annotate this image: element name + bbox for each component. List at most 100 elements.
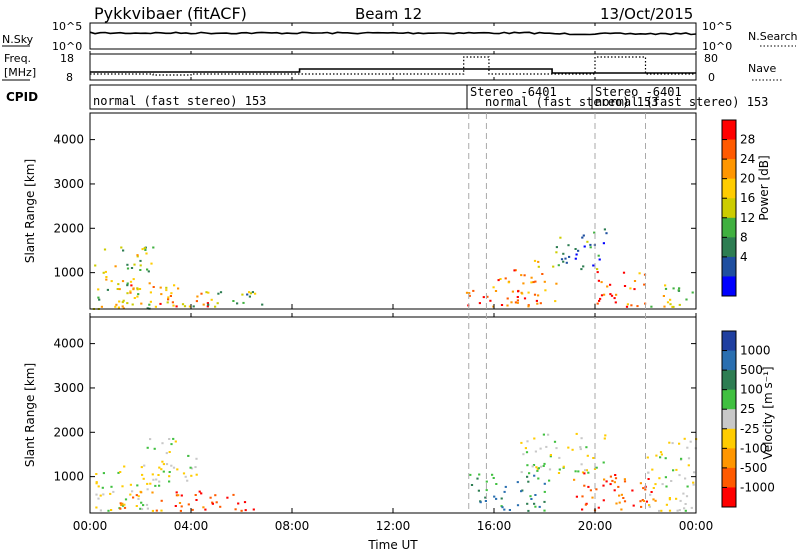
data-cell	[567, 244, 570, 247]
data-cell	[623, 500, 627, 503]
data-cell	[579, 446, 582, 449]
data-cell	[105, 276, 108, 278]
data-cell	[194, 494, 197, 496]
data-cell	[523, 297, 527, 300]
data-cell	[129, 280, 133, 283]
data-cell	[574, 470, 577, 473]
data-cell	[530, 281, 533, 284]
data-cell	[575, 432, 578, 435]
data-cell	[545, 445, 548, 448]
data-cell	[168, 451, 171, 453]
data-cell	[123, 503, 126, 506]
data-cell	[514, 269, 517, 272]
data-cell	[548, 468, 552, 471]
data-cell	[638, 272, 641, 275]
data-cell	[191, 508, 194, 511]
nave-trace	[90, 56, 696, 76]
data-cell	[206, 305, 209, 308]
data-cell	[251, 291, 254, 294]
data-cell	[177, 287, 180, 290]
data-cell	[691, 291, 694, 294]
data-cell	[533, 437, 536, 440]
data-cell	[527, 509, 530, 512]
data-cell	[178, 502, 182, 504]
data-cell	[643, 283, 646, 286]
data-cell	[605, 480, 608, 483]
data-cell	[119, 507, 122, 510]
data-cell	[542, 433, 545, 436]
data-cell	[662, 295, 665, 297]
data-cell	[195, 499, 198, 501]
colorbar-swatch	[722, 409, 736, 430]
data-cell	[562, 252, 565, 255]
data-cell	[495, 483, 498, 485]
data-cell	[173, 284, 176, 287]
colorbar-swatch	[722, 217, 736, 238]
data-cell	[527, 480, 530, 483]
data-cell	[139, 264, 142, 267]
data-cell	[633, 280, 637, 282]
data-cell	[632, 504, 635, 507]
data-cell	[652, 487, 655, 489]
data-cell	[494, 290, 498, 292]
data-cell	[139, 269, 142, 271]
data-cell	[180, 494, 183, 497]
freq-tick-top: 18	[60, 52, 74, 65]
data-cell	[107, 509, 110, 512]
data-cell	[237, 502, 240, 505]
velocity-panel: Slant Range [km] 1000 2000 3000 4000	[23, 316, 698, 514]
data-cell	[497, 279, 500, 282]
data-cell	[215, 501, 218, 504]
data-cell	[529, 495, 532, 498]
data-cell	[689, 440, 692, 443]
data-cell	[636, 305, 639, 308]
data-cell	[581, 495, 584, 498]
data-cell	[516, 299, 519, 302]
data-cell	[95, 481, 98, 484]
data-cell	[170, 443, 173, 446]
data-cell	[553, 440, 557, 443]
velocity-scatter	[95, 432, 698, 512]
data-cell	[647, 478, 650, 480]
data-cell	[583, 484, 586, 487]
data-cell	[118, 300, 121, 303]
data-cell	[115, 303, 118, 306]
data-cell	[162, 463, 165, 466]
colorbar-tick-label: -500	[740, 461, 767, 475]
ytick-label: 4000	[53, 337, 84, 351]
data-cell	[580, 437, 583, 440]
data-cell	[675, 468, 678, 471]
data-cell	[95, 473, 98, 475]
data-cell	[121, 280, 125, 283]
data-cell	[620, 508, 623, 511]
data-cell	[533, 502, 536, 505]
data-cell	[669, 298, 672, 301]
data-cell	[135, 494, 138, 497]
data-cell	[516, 301, 519, 304]
data-cell	[190, 467, 194, 470]
data-cell	[160, 468, 163, 471]
data-cell	[648, 505, 651, 508]
data-cell	[543, 462, 546, 465]
freq-tick-bottom: 8	[66, 71, 73, 84]
data-cell	[118, 288, 121, 291]
data-cell	[675, 497, 678, 500]
data-cell	[685, 495, 689, 498]
data-cell	[165, 289, 168, 292]
ytick-label: 2000	[53, 425, 84, 439]
data-cell	[652, 498, 655, 501]
data-cell	[207, 303, 210, 306]
data-cell	[574, 257, 577, 260]
data-cell	[526, 502, 529, 505]
data-cell	[668, 498, 671, 501]
data-cell	[151, 473, 154, 476]
data-cell	[217, 292, 220, 295]
data-cell	[595, 488, 598, 491]
data-cell	[650, 305, 653, 308]
data-cell	[559, 236, 562, 239]
data-cell	[482, 296, 485, 299]
data-cell	[119, 502, 122, 505]
colorbar-tick-label: 24	[740, 152, 755, 166]
data-cell	[513, 269, 516, 272]
